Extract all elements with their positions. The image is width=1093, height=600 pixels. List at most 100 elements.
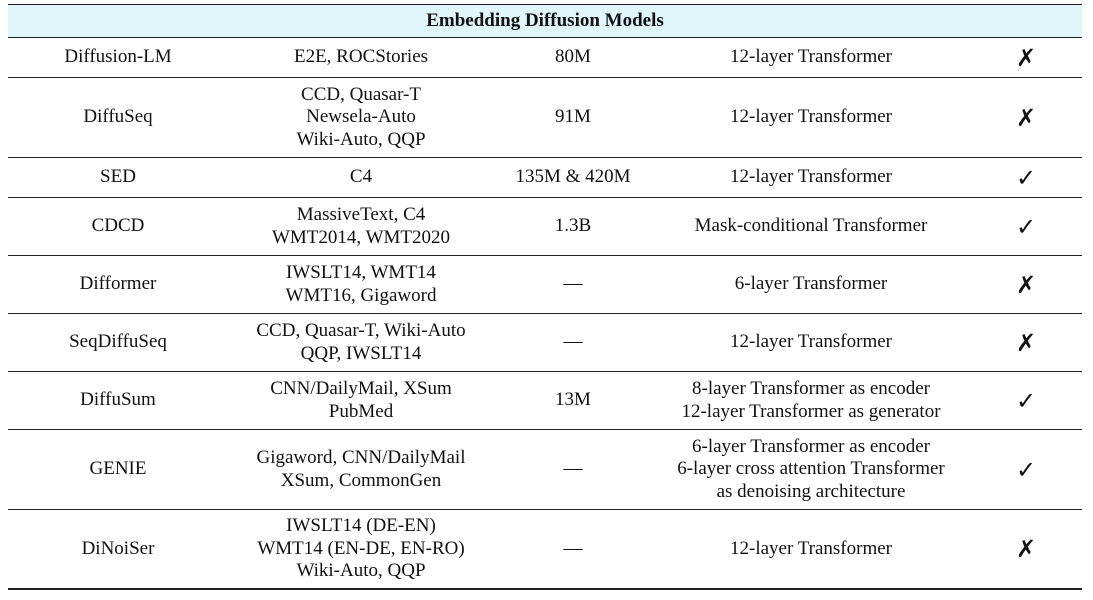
cross-icon: ✗ bbox=[1015, 328, 1037, 357]
table-body: Diffusion-LM E2E, ROCStories 80M 12-layer T… bbox=[8, 38, 1082, 590]
params-cell: 135M & 420M bbox=[494, 166, 652, 189]
architecture-cell-line: 12-layer Transformer bbox=[730, 331, 892, 353]
model-name-cell: DiNoiSer bbox=[8, 538, 228, 561]
params-cell-text: 1.3B bbox=[554, 215, 592, 237]
model-name-cell: Difformer bbox=[8, 273, 228, 296]
model-name-cell-text: Difformer bbox=[79, 273, 157, 295]
architecture-cell-line: 12-layer Transformer bbox=[730, 537, 892, 559]
datasets-cell-line: Wiki-Auto, QQP bbox=[296, 560, 426, 582]
model-name-cell: DiffuSum bbox=[8, 389, 228, 412]
model-name-cell-text: CDCD bbox=[91, 215, 145, 237]
architecture-cell: 6-layer Transformer bbox=[652, 273, 970, 296]
params-cell-text: — bbox=[563, 537, 583, 559]
datasets-cell-line: WMT16, Gigaword bbox=[285, 284, 437, 306]
model-name-cell-text: GENIE bbox=[89, 458, 147, 480]
model-name-cell-text: DiNoiSer bbox=[81, 537, 155, 559]
architecture-cell: 12-layer Transformer bbox=[652, 331, 970, 354]
architecture-cell-line: 12-layer Transformer as generator bbox=[681, 400, 941, 422]
params-cell-text: 13M bbox=[555, 389, 591, 411]
params-cell: 1.3B bbox=[494, 215, 652, 238]
mark-cell: ✓ bbox=[970, 458, 1082, 482]
mark-cell: ✗ bbox=[970, 537, 1082, 561]
params-cell-text: — bbox=[563, 331, 583, 353]
model-name-cell-text: SeqDiffuSeq bbox=[69, 331, 167, 353]
cross-icon: ✗ bbox=[1015, 43, 1037, 72]
datasets-cell: Gigaword, CNN/DailyMail XSum, CommonGen bbox=[228, 447, 494, 492]
model-name-cell-text: Diffusion-LM bbox=[64, 46, 172, 68]
datasets-cell: CCD, Quasar-T, Wiki-Auto QQP, IWSLT14 bbox=[228, 320, 494, 365]
params-cell-text: — bbox=[563, 273, 583, 295]
check-icon: ✓ bbox=[1015, 212, 1037, 241]
architecture-cell-line: 6-layer cross attention Transformer bbox=[677, 458, 945, 480]
architecture-cell-line: Mask-conditional Transformer bbox=[694, 215, 928, 237]
datasets-cell-line: CCD, Quasar-T bbox=[301, 83, 421, 105]
check-icon: ✓ bbox=[1015, 386, 1037, 415]
section-title: Embedding Diffusion Models bbox=[426, 10, 664, 31]
cross-icon: ✗ bbox=[1015, 535, 1037, 563]
datasets-cell: E2E, ROCStories bbox=[228, 46, 494, 69]
model-name-cell: CDCD bbox=[8, 215, 228, 238]
mark-cell: ✓ bbox=[970, 166, 1082, 190]
mark-cell: ✗ bbox=[970, 273, 1082, 297]
datasets-cell: MassiveText, C4 WMT2014, WMT2020 bbox=[228, 204, 494, 249]
model-name-cell-text: SED bbox=[100, 166, 136, 188]
cross-icon: ✗ bbox=[1015, 103, 1037, 132]
datasets-cell-line: E2E, ROCStories bbox=[293, 46, 429, 68]
architecture-cell-line: as denoising architecture bbox=[716, 480, 906, 502]
architecture-cell-line: 8-layer Transformer as encoder bbox=[692, 378, 930, 399]
table-row: SED C4 135M & 420M 12-layer Transformer ✓ bbox=[8, 158, 1082, 198]
architecture-cell-line: 6-layer Transformer as encoder bbox=[692, 435, 930, 457]
datasets-cell-line: Wiki-Auto, QQP bbox=[296, 128, 426, 150]
mark-cell: ✗ bbox=[970, 106, 1082, 130]
datasets-cell-line: QQP, IWSLT14 bbox=[300, 342, 422, 364]
params-cell-text: — bbox=[563, 458, 583, 480]
architecture-cell: Mask-conditional Transformer bbox=[652, 215, 970, 238]
check-icon: ✓ bbox=[1015, 455, 1037, 484]
mark-cell: ✗ bbox=[970, 331, 1082, 355]
table-section-header: Embedding Diffusion Models bbox=[8, 4, 1082, 38]
params-cell-text: 135M & 420M bbox=[515, 166, 631, 188]
model-name-cell: DiffuSeq bbox=[8, 106, 228, 129]
datasets-cell-line: Newsela-Auto bbox=[306, 106, 416, 128]
datasets-cell-line: PubMed bbox=[328, 400, 394, 422]
model-name-cell-text: DiffuSum bbox=[80, 389, 156, 411]
params-cell: — bbox=[494, 458, 652, 481]
architecture-cell-line: 12-layer Transformer bbox=[730, 46, 892, 68]
architecture-cell: 12-layer Transformer bbox=[652, 538, 970, 561]
table-row: DiNoiSer IWSLT14 (DE-EN) WMT14 (EN-DE, EN-… bbox=[8, 510, 1082, 590]
datasets-cell: C4 bbox=[228, 166, 494, 189]
check-icon: ✓ bbox=[1015, 163, 1037, 192]
params-cell: 13M bbox=[494, 389, 652, 412]
models-table: Embedding Diffusion Models Diffusion-LM E… bbox=[8, 4, 1082, 590]
params-cell: — bbox=[494, 538, 652, 561]
datasets-cell-line: Gigaword, CNN/DailyMail bbox=[256, 447, 466, 468]
table-row: SeqDiffuSeq CCD, Quasar-T, Wiki-Auto QQP, … bbox=[8, 314, 1082, 372]
model-name-cell: SeqDiffuSeq bbox=[8, 331, 228, 354]
datasets-cell: IWSLT14 (DE-EN) WMT14 (EN-DE, EN-RO) Wiki-… bbox=[228, 515, 494, 583]
params-cell: — bbox=[494, 273, 652, 296]
table-row: DiffuSum CNN/DailyMail, XSum PubMed 13M 8-la… bbox=[8, 372, 1082, 430]
datasets-cell-line: IWSLT14 (DE-EN) bbox=[286, 515, 436, 537]
datasets-cell: CCD, Quasar-T Newsela-Auto Wiki-Auto, QQP bbox=[228, 84, 494, 152]
datasets-cell: IWSLT14, WMT14 WMT16, Gigaword bbox=[228, 262, 494, 307]
architecture-cell: 12-layer Transformer bbox=[652, 166, 970, 189]
table-row: GENIE Gigaword, CNN/DailyMail XSum, Common… bbox=[8, 430, 1082, 510]
table-row: CDCD MassiveText, C4 WMT2014, WMT2020 1.3B M… bbox=[8, 198, 1082, 256]
params-cell: 91M bbox=[494, 106, 652, 129]
params-cell: — bbox=[494, 331, 652, 354]
datasets-cell-line: XSum, CommonGen bbox=[280, 469, 442, 491]
cross-icon: ✗ bbox=[1015, 270, 1037, 299]
table-row: DiffuSeq CCD, Quasar-T Newsela-Auto Wiki-Au… bbox=[8, 78, 1082, 158]
mark-cell: ✓ bbox=[970, 215, 1082, 239]
architecture-cell: 6-layer Transformer as encoder 6-layer cr… bbox=[652, 436, 970, 504]
datasets-cell-line: CCD, Quasar-T, Wiki-Auto bbox=[256, 320, 466, 341]
datasets-cell-line: WMT14 (EN-DE, EN-RO) bbox=[257, 537, 465, 559]
architecture-cell-line: 12-layer Transformer bbox=[730, 106, 892, 128]
params-cell: 80M bbox=[494, 46, 652, 69]
architecture-cell-line: 12-layer Transformer bbox=[730, 166, 892, 188]
architecture-cell: 12-layer Transformer bbox=[652, 46, 970, 69]
datasets-cell-line: C4 bbox=[349, 166, 373, 188]
table-row: Difformer IWSLT14, WMT14 WMT16, Gigaword — 6… bbox=[8, 256, 1082, 314]
mark-cell: ✗ bbox=[970, 46, 1082, 70]
datasets-cell-line: MassiveText, C4 bbox=[296, 204, 426, 225]
